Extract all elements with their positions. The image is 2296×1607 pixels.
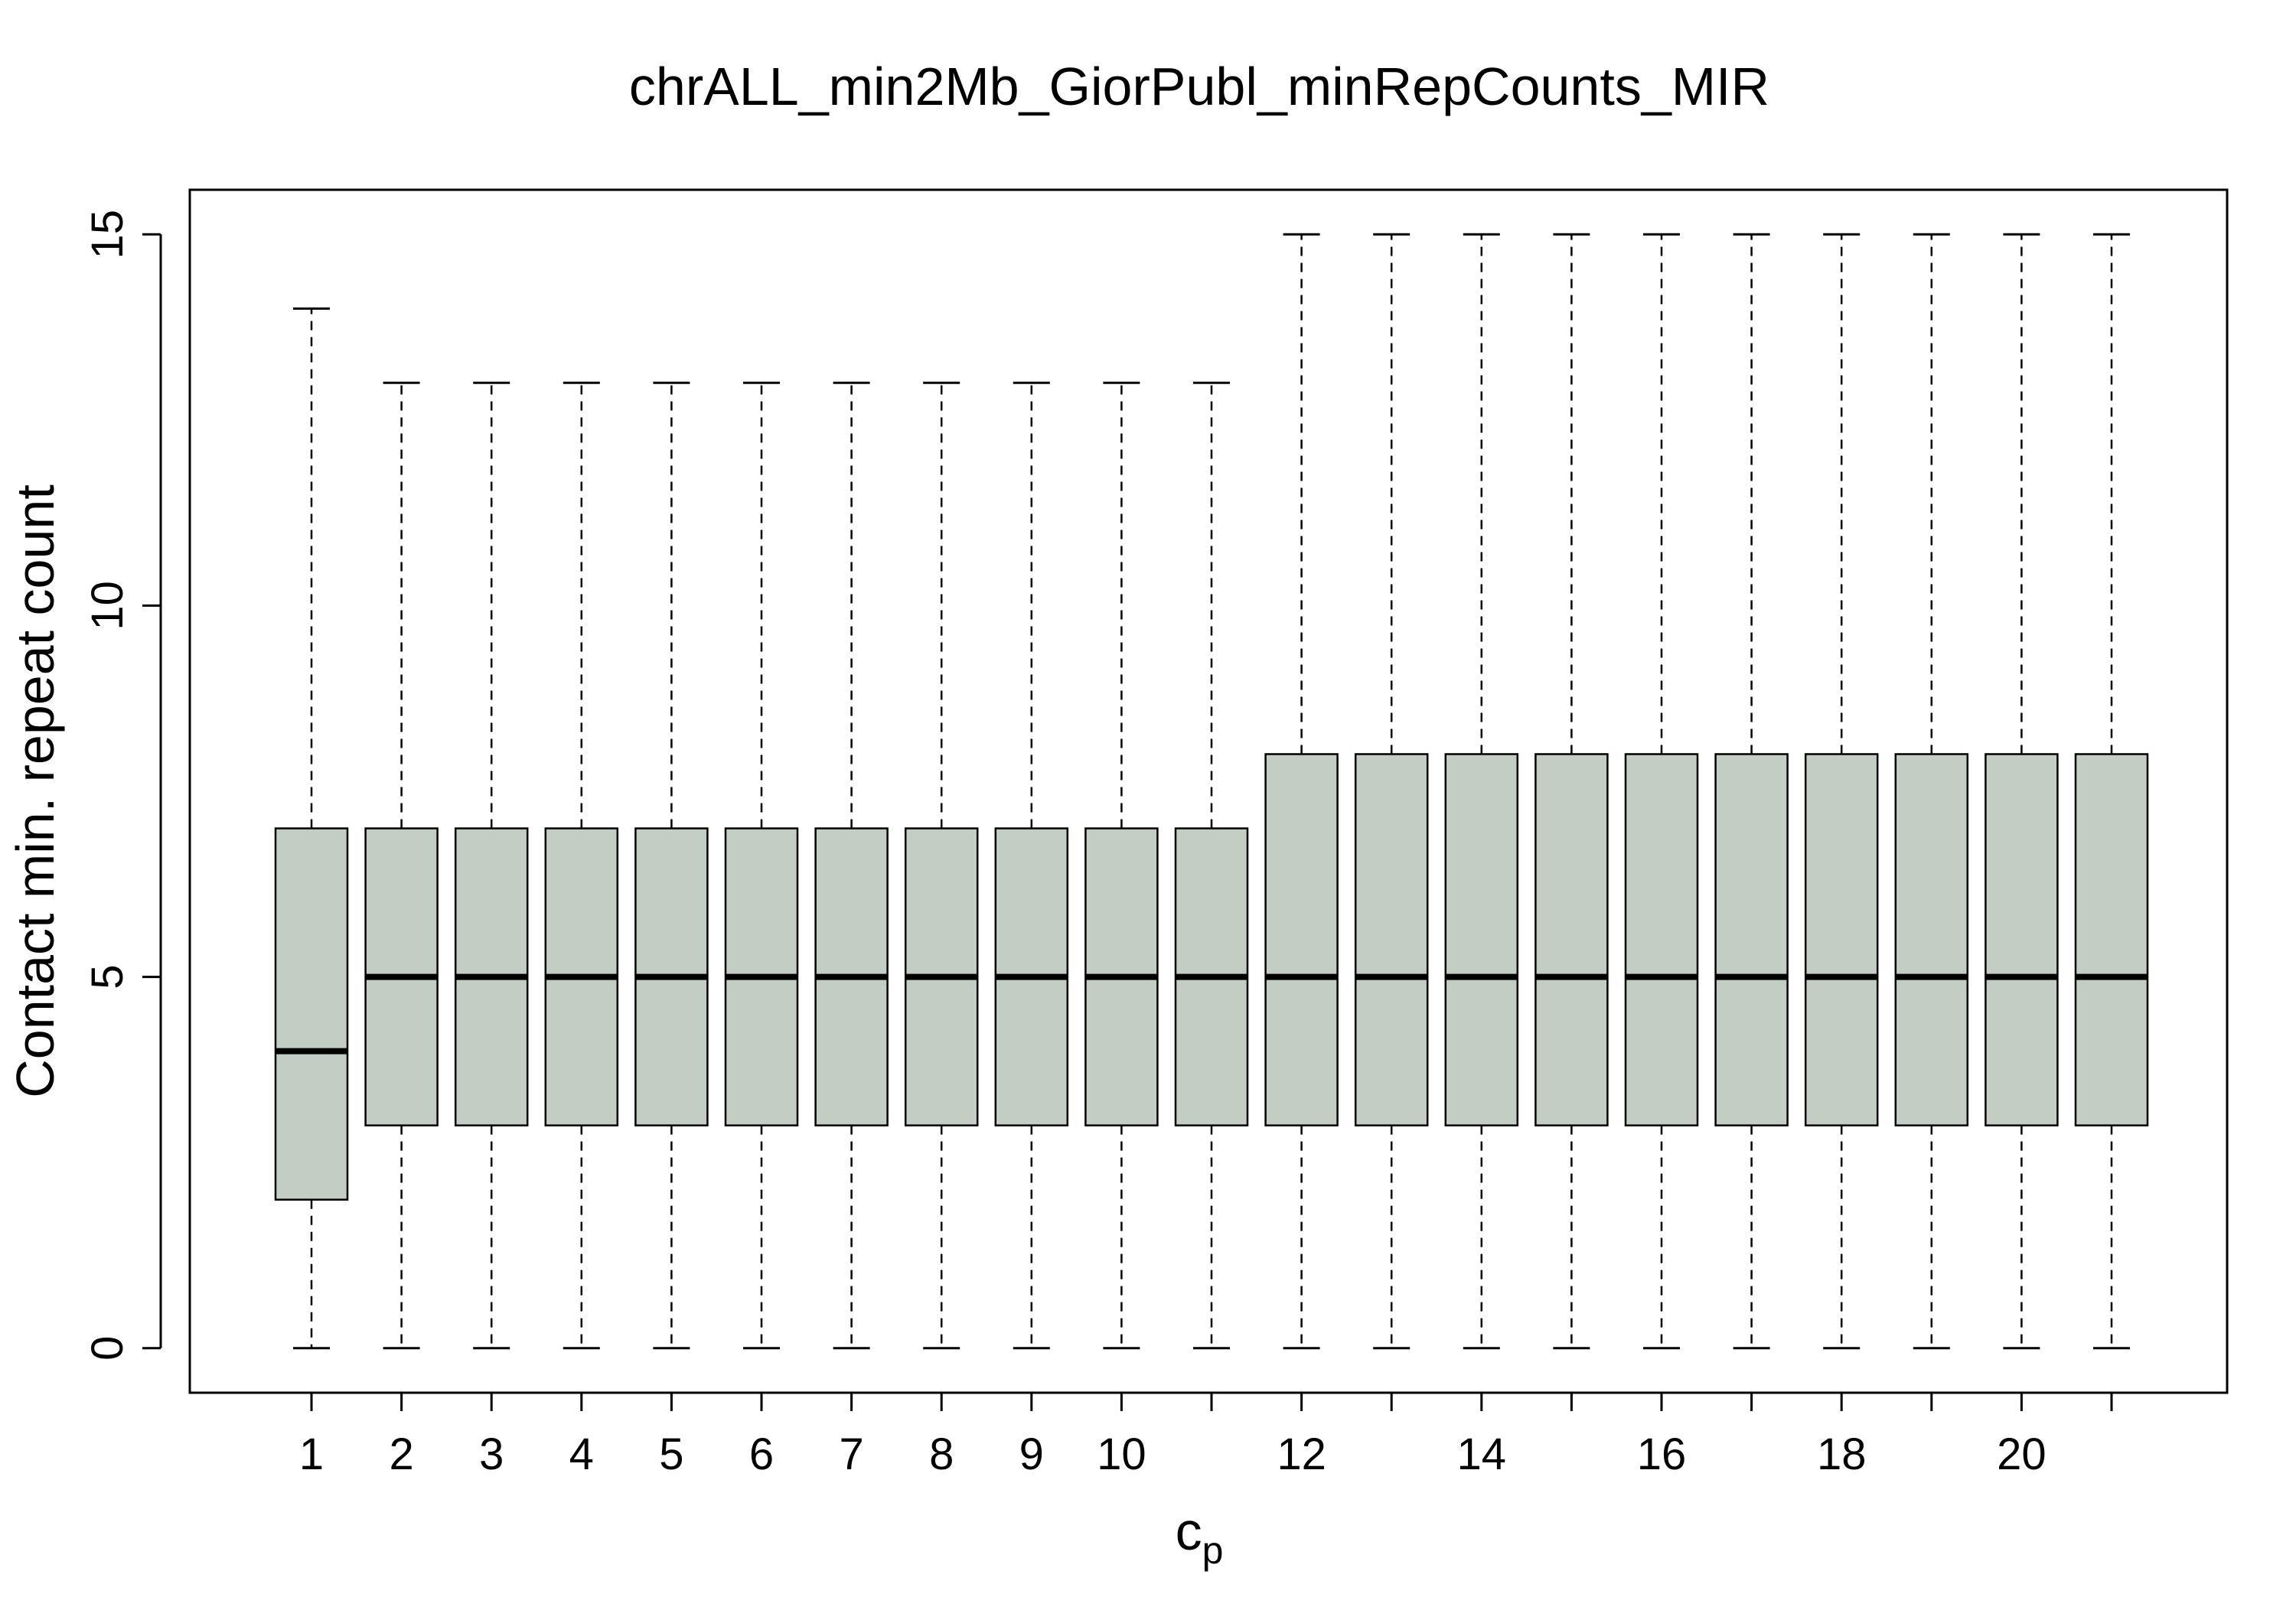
x-tick-label: 5 <box>659 1429 683 1479</box>
box-iqr <box>1985 753 2059 1126</box>
x-tick-label: 9 <box>1019 1429 1044 1479</box>
x-axis-label-subscript: p <box>1202 1529 1224 1572</box>
y-tick-label: 15 <box>83 210 132 259</box>
y-tick-label: 0 <box>83 1336 132 1361</box>
y-tick-label: 10 <box>83 581 132 631</box>
x-tick-label: 6 <box>749 1429 774 1479</box>
x-tick-label: 3 <box>479 1429 504 1479</box>
box-iqr <box>274 827 349 1201</box>
box-iqr <box>1534 753 1609 1126</box>
x-tick-label: 4 <box>569 1429 594 1479</box>
box-iqr <box>1714 753 1789 1126</box>
box-iqr <box>1894 753 1969 1126</box>
y-tick-label: 5 <box>83 964 132 989</box>
box-iqr <box>1624 753 1699 1126</box>
x-tick-label: 18 <box>1817 1429 1867 1479</box>
box-iqr <box>1804 753 1879 1126</box>
chart-title: chrALL_min2Mb_GiorPubl_minRepCounts_MIR <box>629 57 1769 116</box>
plot-frame <box>188 188 2229 1394</box>
x-tick-label: 1 <box>299 1429 324 1479</box>
x-tick-label: 8 <box>929 1429 954 1479</box>
x-tick-label: 14 <box>1457 1429 1507 1479</box>
x-axis-label-main: c <box>1176 1501 1202 1561</box>
x-tick-label: 12 <box>1277 1429 1326 1479</box>
box-iqr <box>1264 753 1339 1126</box>
x-axis-label: cp <box>1176 1501 1224 1572</box>
x-tick-label: 16 <box>1637 1429 1687 1479</box>
box-iqr <box>1354 753 1429 1126</box>
box-iqr <box>1444 753 1519 1126</box>
box-iqr <box>2074 753 2149 1126</box>
y-axis-label: Contact min. repeat count <box>5 484 65 1098</box>
x-tick-label: 10 <box>1097 1429 1146 1479</box>
x-tick-label: 7 <box>839 1429 863 1479</box>
x-tick-label: 20 <box>1997 1429 2047 1479</box>
x-tick-label: 2 <box>389 1429 413 1479</box>
